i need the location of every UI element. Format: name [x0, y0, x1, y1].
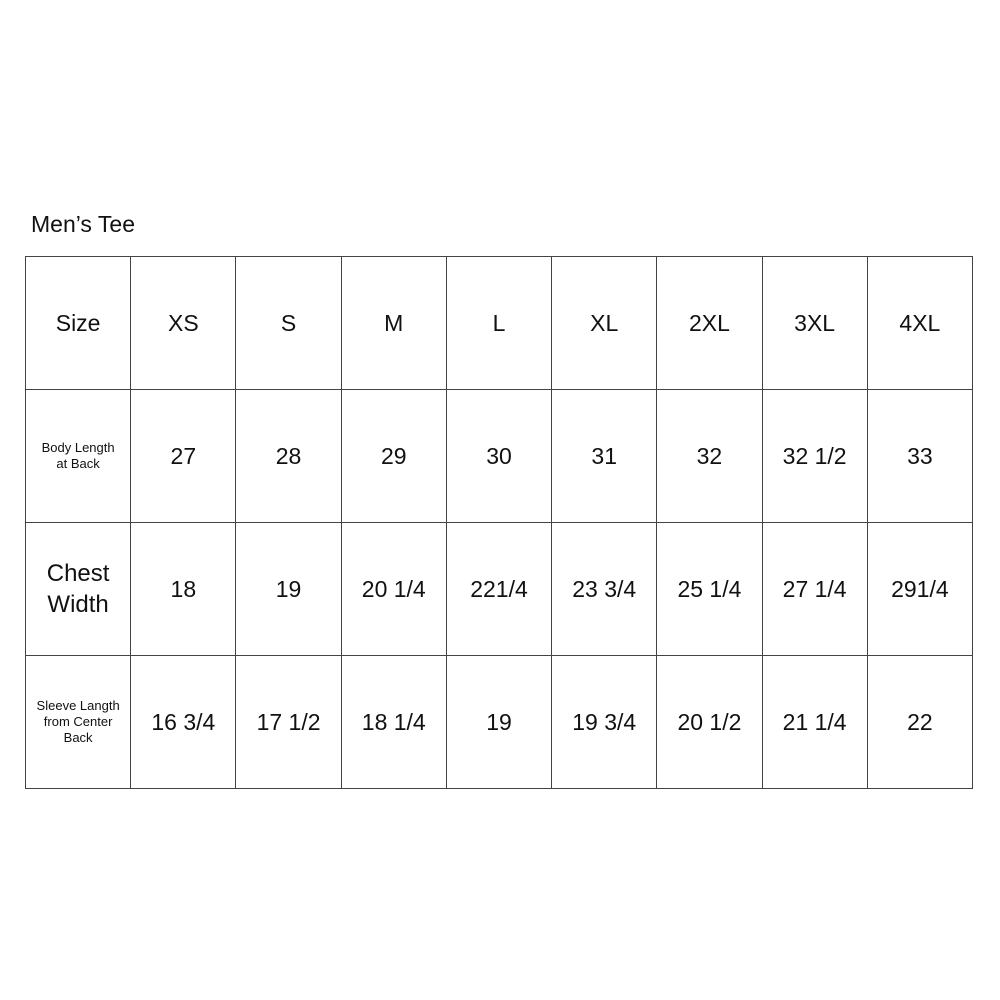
table-row-body-length: Body Length at Back 27 28 29 30 31 32 32 1/2 33 — [24, 389, 974, 523]
size-header-l: L — [445, 256, 553, 390]
table-cell: 221/4 — [445, 522, 553, 656]
table-cell: 32 1/2 — [761, 389, 868, 523]
table-cell: 27 — [130, 389, 237, 523]
table-cell: 25 1/4 — [656, 522, 763, 656]
table-row-chest-width: Chest Width 18 19 20 1/4 221/4 23 3/4 25 1/4 27… — [24, 522, 974, 656]
row-label: Chest Width — [24, 522, 132, 656]
row-label: Sleeve Langth from Center Back — [24, 655, 132, 789]
table-cell: 19 — [445, 655, 553, 789]
table-cell: 22 — [866, 655, 974, 789]
size-header-s: S — [235, 256, 342, 390]
table-cell: 30 — [445, 389, 553, 523]
row-label-text: Body Length at Back — [41, 440, 115, 471]
size-header-xl: XL — [551, 256, 658, 390]
table-cell: 20 1/4 — [340, 522, 447, 656]
table-cell: 32 — [656, 389, 763, 523]
size-header-3xl: 3XL — [761, 256, 868, 390]
size-header-xs: XS — [130, 256, 237, 390]
row-label-text: Sleeve Langth from Center Back — [36, 698, 120, 745]
table-cell: 21 1/4 — [761, 655, 868, 789]
table-cell: 29 — [340, 389, 447, 523]
table-cell: 33 — [866, 389, 974, 523]
row-label-text: Chest Width — [46, 560, 110, 618]
table-cell: 18 — [130, 522, 237, 656]
chart-title: Men’s Tee — [31, 211, 135, 237]
table-cell: 19 — [235, 522, 342, 656]
table-cell: 20 1/2 — [656, 655, 763, 789]
table-cell: 16 3/4 — [130, 655, 237, 789]
table-cell: 31 — [551, 389, 658, 523]
table-cell: 18 1/4 — [340, 655, 447, 789]
table-cell: 291/4 — [866, 522, 974, 656]
table-cell: 28 — [235, 389, 342, 523]
size-header-4xl: 4XL — [866, 256, 974, 390]
table-cell: 27 1/4 — [761, 522, 868, 656]
table-cell: 19 3/4 — [551, 655, 658, 789]
table-cell: 23 3/4 — [551, 522, 658, 656]
size-chart-table: Size XS S M L XL 2XL 3XL 4XL Body Length at Back 2… — [24, 256, 974, 789]
header-row: Size XS S M L XL 2XL 3XL 4XL — [24, 256, 974, 390]
header-label: Size — [24, 256, 132, 390]
size-header-2xl: 2XL — [656, 256, 763, 390]
table-cell: 17 1/2 — [235, 655, 342, 789]
table-row-sleeve-length: Sleeve Langth from Center Back 16 3/4 17 1… — [24, 655, 974, 789]
row-label: Body Length at Back — [24, 389, 132, 523]
size-header-m: M — [340, 256, 447, 390]
